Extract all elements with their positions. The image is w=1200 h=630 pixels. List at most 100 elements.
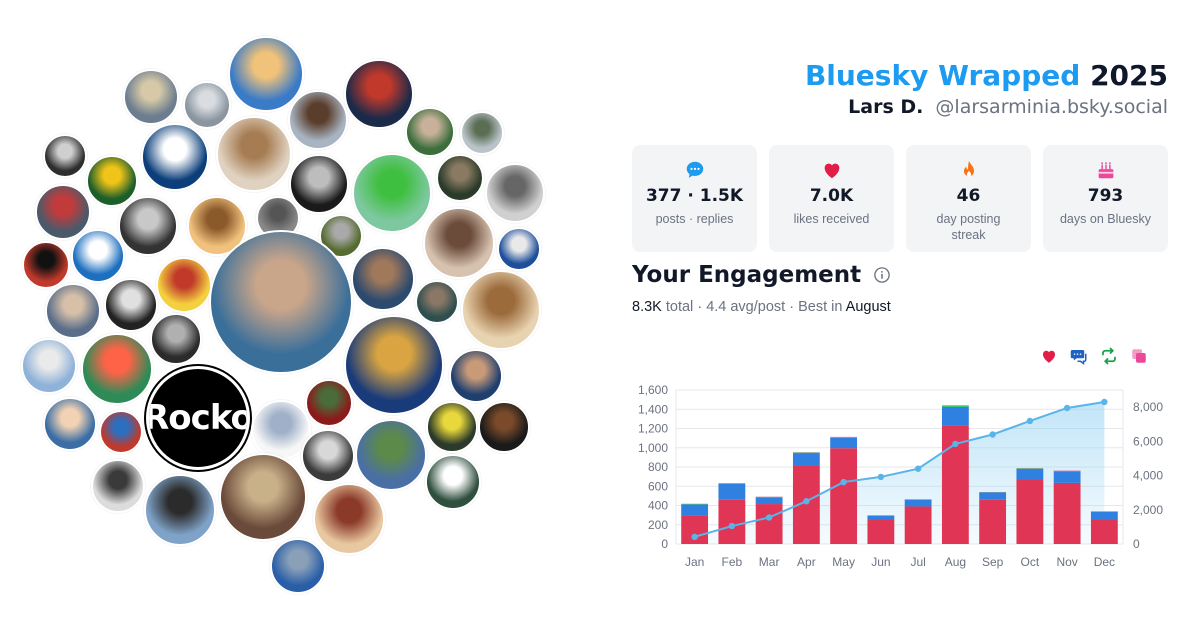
avatar[interactable]: [313, 483, 385, 555]
bar-segment: [979, 492, 1007, 500]
cumulative-point: [952, 440, 959, 448]
engagement-avg: 4.4 avg/post: [706, 299, 786, 315]
avatar[interactable]: [183, 81, 231, 129]
cake-icon: [1043, 159, 1168, 181]
avatar[interactable]: [426, 401, 478, 453]
stat-value: 7.0K: [809, 186, 854, 206]
bar-segment: [1090, 519, 1118, 544]
x-tick-label: Nov: [1056, 555, 1077, 569]
user-line: Lars D. @larsarminia.bsky.social: [805, 96, 1168, 118]
avatar[interactable]: [81, 333, 153, 405]
avatar[interactable]: [35, 184, 91, 240]
x-tick-label: Apr: [797, 555, 816, 569]
bar-segment: [867, 515, 895, 520]
avatar[interactable]: [99, 410, 143, 454]
avatar[interactable]: [449, 349, 503, 403]
quote-icon[interactable]: [1130, 347, 1148, 365]
avatar[interactable]: [45, 283, 101, 339]
year-title: 2025: [1090, 59, 1168, 92]
avatar[interactable]: [355, 419, 427, 491]
cumulative-point: [803, 498, 810, 505]
reply-icon[interactable]: [1070, 347, 1088, 365]
avatar[interactable]: [150, 313, 202, 365]
avatar[interactable]: [43, 397, 97, 451]
avatar[interactable]: [436, 154, 484, 202]
avatar[interactable]: [91, 459, 145, 513]
avatar[interactable]: [187, 196, 247, 256]
avatar[interactable]: [270, 538, 326, 594]
cumulative-point: [765, 514, 773, 521]
engagement-title: Your Engagement: [632, 262, 862, 288]
stat-label: days on Bluesky: [1059, 212, 1152, 226]
avatar[interactable]: [425, 454, 481, 510]
avatar[interactable]: [21, 338, 77, 394]
avatar[interactable]: [352, 153, 432, 233]
y-tick-label-right: 0: [1133, 537, 1140, 551]
avatar[interactable]: [461, 270, 541, 350]
bar-segment: [755, 497, 783, 505]
user-name: Lars D.: [848, 96, 924, 118]
avatar[interactable]: [289, 154, 349, 214]
avatar[interactable]: [319, 214, 363, 258]
avatar[interactable]: [497, 227, 541, 271]
bar-segment: [830, 437, 858, 449]
avatar[interactable]: [351, 247, 415, 311]
page-title: Bluesky Wrapped 2025: [805, 58, 1168, 94]
engagement-total: 8.3K: [632, 299, 662, 315]
cumulative-point: [1026, 417, 1034, 425]
y-tick-label-left: 400: [648, 499, 668, 513]
avatar[interactable]: [423, 207, 495, 279]
avatar[interactable]: [123, 69, 179, 125]
avatar[interactable]: [219, 453, 307, 541]
repost-icon[interactable]: [1100, 347, 1118, 365]
avatar[interactable]: [104, 278, 158, 332]
bar-segment: [830, 448, 858, 544]
x-tick-label: Dec: [1094, 555, 1115, 569]
avatar-label: Rocko: [146, 398, 250, 438]
avatar[interactable]: Rocko: [146, 366, 250, 470]
bar-segment: [755, 504, 783, 544]
avatar[interactable]: [344, 315, 444, 415]
stat-card-streak: 46 day posting streak: [906, 145, 1031, 252]
engagement-summary: 8.3K total · 4.4 avg/post · Best in Augu…: [632, 299, 891, 315]
avatar[interactable]: [118, 196, 178, 256]
avatar[interactable]: [305, 379, 353, 427]
stat-label: day posting streak: [936, 212, 1001, 242]
avatar[interactable]: [141, 123, 209, 191]
heart-icon[interactable]: [1040, 347, 1058, 365]
avatar[interactable]: [22, 241, 70, 289]
engagement-chart: 0 200 400 600 800 1,000 1,200 1,400 1,600 0 2,000 4…: [638, 383, 1163, 569]
avatar[interactable]: [460, 111, 504, 155]
x-tick-label: Jan: [685, 555, 704, 569]
avatar[interactable]: [344, 59, 414, 129]
avatar[interactable]: [478, 401, 530, 453]
user-handle[interactable]: @larsarminia.bsky.social: [935, 96, 1168, 118]
stat-card-days: 793 days on Bluesky: [1043, 145, 1168, 252]
avatar[interactable]: [43, 134, 87, 178]
avatar[interactable]: [288, 90, 348, 150]
avatar[interactable]: [228, 36, 304, 112]
avatar[interactable]: [405, 107, 455, 157]
avatar[interactable]: [415, 280, 459, 324]
x-tick-label: May: [832, 555, 855, 569]
stat-card-likes: 7.0K likes received: [769, 145, 894, 252]
bar-segment: [718, 483, 746, 500]
y-tick-label-left: 800: [648, 460, 668, 474]
avatar[interactable]: [86, 155, 138, 207]
y-tick-label-left: 1,000: [638, 441, 668, 455]
cumulative-point: [1101, 398, 1108, 406]
info-icon[interactable]: [873, 266, 891, 284]
avatar[interactable]: [209, 230, 353, 374]
x-tick-label: Sep: [982, 555, 1004, 569]
y-tick-label-right: 4,000: [1133, 469, 1163, 483]
avatar[interactable]: [156, 257, 212, 313]
cumulative-point: [1063, 404, 1071, 412]
avatar[interactable]: [301, 429, 355, 483]
x-tick-label: Aug: [945, 555, 966, 569]
avatar[interactable]: [144, 474, 216, 546]
y-tick-label-left: 0: [661, 537, 668, 551]
avatar[interactable]: [216, 116, 292, 192]
avatar[interactable]: [485, 163, 545, 223]
avatar[interactable]: [71, 229, 125, 283]
stat-value: 377 · 1.5K: [645, 186, 744, 206]
